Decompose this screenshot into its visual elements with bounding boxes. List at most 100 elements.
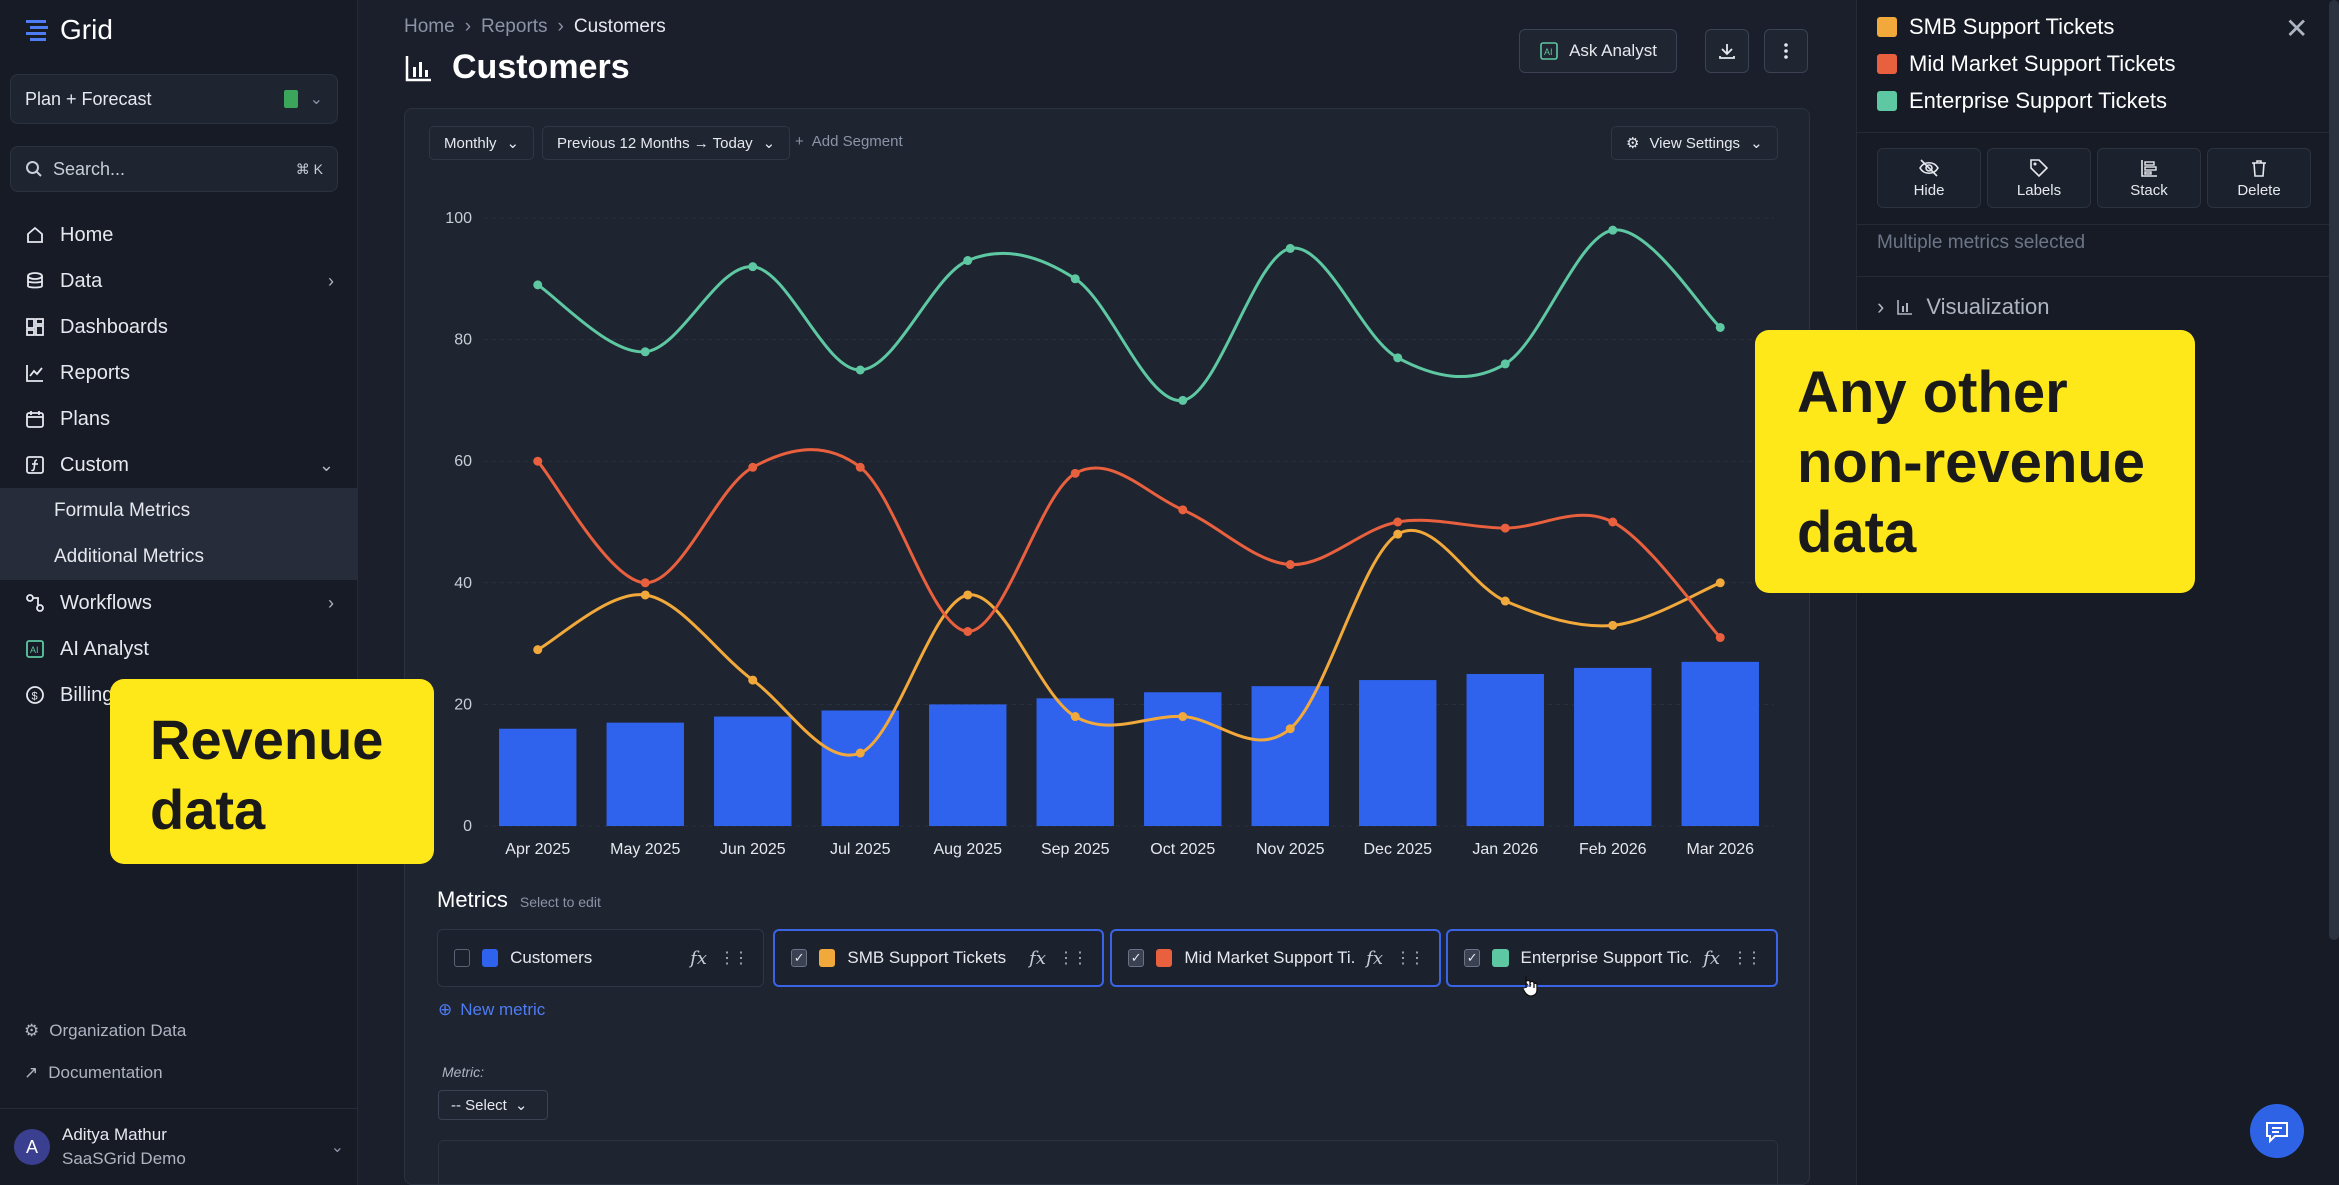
data-point <box>1393 353 1403 363</box>
sidebar-item-label: Additional Metrics <box>54 546 204 567</box>
sidebar-item-custom[interactable]: Custom ⌄ <box>0 442 358 488</box>
app-name: Grid <box>60 14 113 45</box>
svg-text:$: $ <box>32 691 38 703</box>
metric-editor-panel <box>438 1140 1778 1185</box>
app-logo[interactable]: Grid <box>24 14 113 46</box>
ask-analyst-button[interactable]: AI Ask Analyst <box>1519 29 1677 73</box>
drag-handle-icon[interactable]: ⋮⋮ <box>1395 950 1425 967</box>
data-point <box>1285 243 1295 253</box>
drag-handle-icon[interactable]: ⋮⋮ <box>719 950 749 967</box>
data-point <box>1070 274 1080 284</box>
scrollbar[interactable] <box>2329 0 2339 940</box>
svg-text:AI: AI <box>1544 47 1553 57</box>
ai-icon: AI <box>24 638 46 660</box>
close-icon[interactable]: ✕ <box>2285 13 2309 44</box>
color-swatch <box>1492 949 1509 967</box>
organization-data-link[interactable]: ⚙ Organization Data <box>24 1010 186 1052</box>
checkbox[interactable] <box>454 949 471 967</box>
sidebar-item-workflows[interactable]: Workflows › <box>0 580 358 626</box>
search-input[interactable]: Search... ⌘ K <box>10 146 338 192</box>
metric-chip-smb[interactable]: ✓ SMB Support Tickets fx ⋮⋮ <box>773 929 1104 987</box>
color-swatch <box>1877 91 1897 111</box>
formula-icon[interactable]: fx <box>690 947 707 969</box>
formula-icon[interactable]: fx <box>1703 947 1721 969</box>
data-point <box>1178 712 1188 722</box>
stack-button[interactable]: Stack <box>2097 148 2201 208</box>
chevron-down-icon: ⌄ <box>1750 135 1763 152</box>
sidebar-item-data[interactable]: Data › <box>0 258 358 304</box>
chevron-down-icon: ⌄ <box>330 1139 344 1156</box>
data-point <box>1715 633 1725 643</box>
data-point <box>1070 712 1080 722</box>
labels-button[interactable]: Labels <box>1987 148 2091 208</box>
sidebar-item-reports[interactable]: Reports <box>0 350 358 396</box>
metric-chip-customers[interactable]: Customers fx ⋮⋮ <box>437 929 764 987</box>
workflow-icon <box>24 592 46 614</box>
chevron-down-icon: ⌄ <box>506 135 520 152</box>
eye-off-icon <box>1919 158 1939 177</box>
download-button[interactable] <box>1705 29 1749 73</box>
chat-icon <box>2266 1122 2288 1144</box>
metric-chip-enterprise[interactable]: ✓ Enterprise Support Tic... fx ⋮⋮ <box>1446 929 1778 987</box>
date-range-dropdown[interactable]: Previous 12 Months → Today ⌄ <box>542 126 791 160</box>
bar <box>1574 667 1652 826</box>
data-point <box>1285 560 1295 570</box>
sidebar-item-plans[interactable]: Plans <box>0 396 358 442</box>
sidebar-item-formula-metrics[interactable]: Formula Metrics <box>0 488 358 534</box>
color-swatch <box>1877 54 1897 74</box>
workspace-selector[interactable]: Plan + Forecast ⌄ <box>10 74 338 124</box>
user-menu[interactable]: A Aditya Mathur SaaSGrid Demo ⌄ <box>0 1108 358 1185</box>
more-options-button[interactable] <box>1764 29 1808 73</box>
bar <box>714 716 792 826</box>
sidebar-item-dashboards[interactable]: Dashboards <box>0 304 358 350</box>
dollar-icon: $ <box>24 684 46 706</box>
new-metric-button[interactable]: ⊕ New metric <box>438 1000 545 1020</box>
metric-select[interactable]: -- Select ⌄ <box>438 1090 548 1120</box>
x-tick-label: Oct 2025 <box>1150 841 1215 858</box>
search-icon <box>26 161 42 177</box>
checkbox[interactable]: ✓ <box>1464 949 1481 967</box>
avatar: A <box>14 1129 50 1165</box>
data-point <box>963 590 973 600</box>
data-point <box>963 256 973 266</box>
data-point <box>1608 225 1618 235</box>
x-tick-label: Jan 2026 <box>1472 841 1538 858</box>
sidebar-item-home[interactable]: Home <box>0 212 358 258</box>
granularity-dropdown[interactable]: Monthly ⌄ <box>429 126 535 160</box>
sidebar-item-billing[interactable]: $ Billing <box>0 672 358 718</box>
formula-icon[interactable]: fx <box>1366 947 1383 969</box>
formula-icon[interactable]: fx <box>1029 947 1046 969</box>
chat-support-button[interactable] <box>2250 1104 2304 1158</box>
workspace-name: Plan + Forecast <box>25 88 152 109</box>
spreadsheet-icon <box>283 90 298 108</box>
visualization-section[interactable]: › Visualization <box>1877 294 2049 320</box>
data-point <box>1500 596 1510 606</box>
divider <box>1857 224 2339 225</box>
divider <box>1857 132 2339 133</box>
delete-button[interactable]: Delete <box>2207 148 2311 208</box>
add-segment-button[interactable]: + Add Segment <box>795 133 903 150</box>
drag-handle-icon[interactable]: ⋮⋮ <box>1058 950 1088 967</box>
action-label: Stack <box>2130 181 2168 199</box>
sidebar-item-additional-metrics[interactable]: Additional Metrics <box>0 534 358 580</box>
breadcrumb-reports[interactable]: Reports <box>481 16 548 37</box>
sidebar-bottom-links: ⚙ Organization Data ↗ Documentation <box>24 1010 186 1094</box>
data-point <box>855 748 865 758</box>
view-settings-button[interactable]: ⚙ View Settings ⌄ <box>1611 126 1778 160</box>
page-title-text: Customers <box>452 48 630 86</box>
chevron-right-icon: › <box>464 16 472 37</box>
checkbox[interactable]: ✓ <box>791 949 808 967</box>
color-swatch <box>1877 17 1897 37</box>
sidebar-item-label: Billing <box>60 683 114 706</box>
visualization-label: Visualization <box>1926 294 2050 319</box>
metric-chip-mid-market[interactable]: ✓ Mid Market Support Ti... fx ⋮⋮ <box>1110 929 1441 987</box>
sidebar-item-ai-analyst[interactable]: AI AI Analyst <box>0 626 358 672</box>
bar <box>1681 661 1759 826</box>
tag-icon <box>2030 158 2049 177</box>
hide-button[interactable]: Hide <box>1877 148 1981 208</box>
checkbox[interactable]: ✓ <box>1128 949 1145 967</box>
x-tick-label: Feb 2026 <box>1579 841 1647 858</box>
documentation-link[interactable]: ↗ Documentation <box>24 1052 186 1094</box>
breadcrumb-home[interactable]: Home <box>404 16 455 37</box>
drag-handle-icon[interactable]: ⋮⋮ <box>1732 950 1762 967</box>
